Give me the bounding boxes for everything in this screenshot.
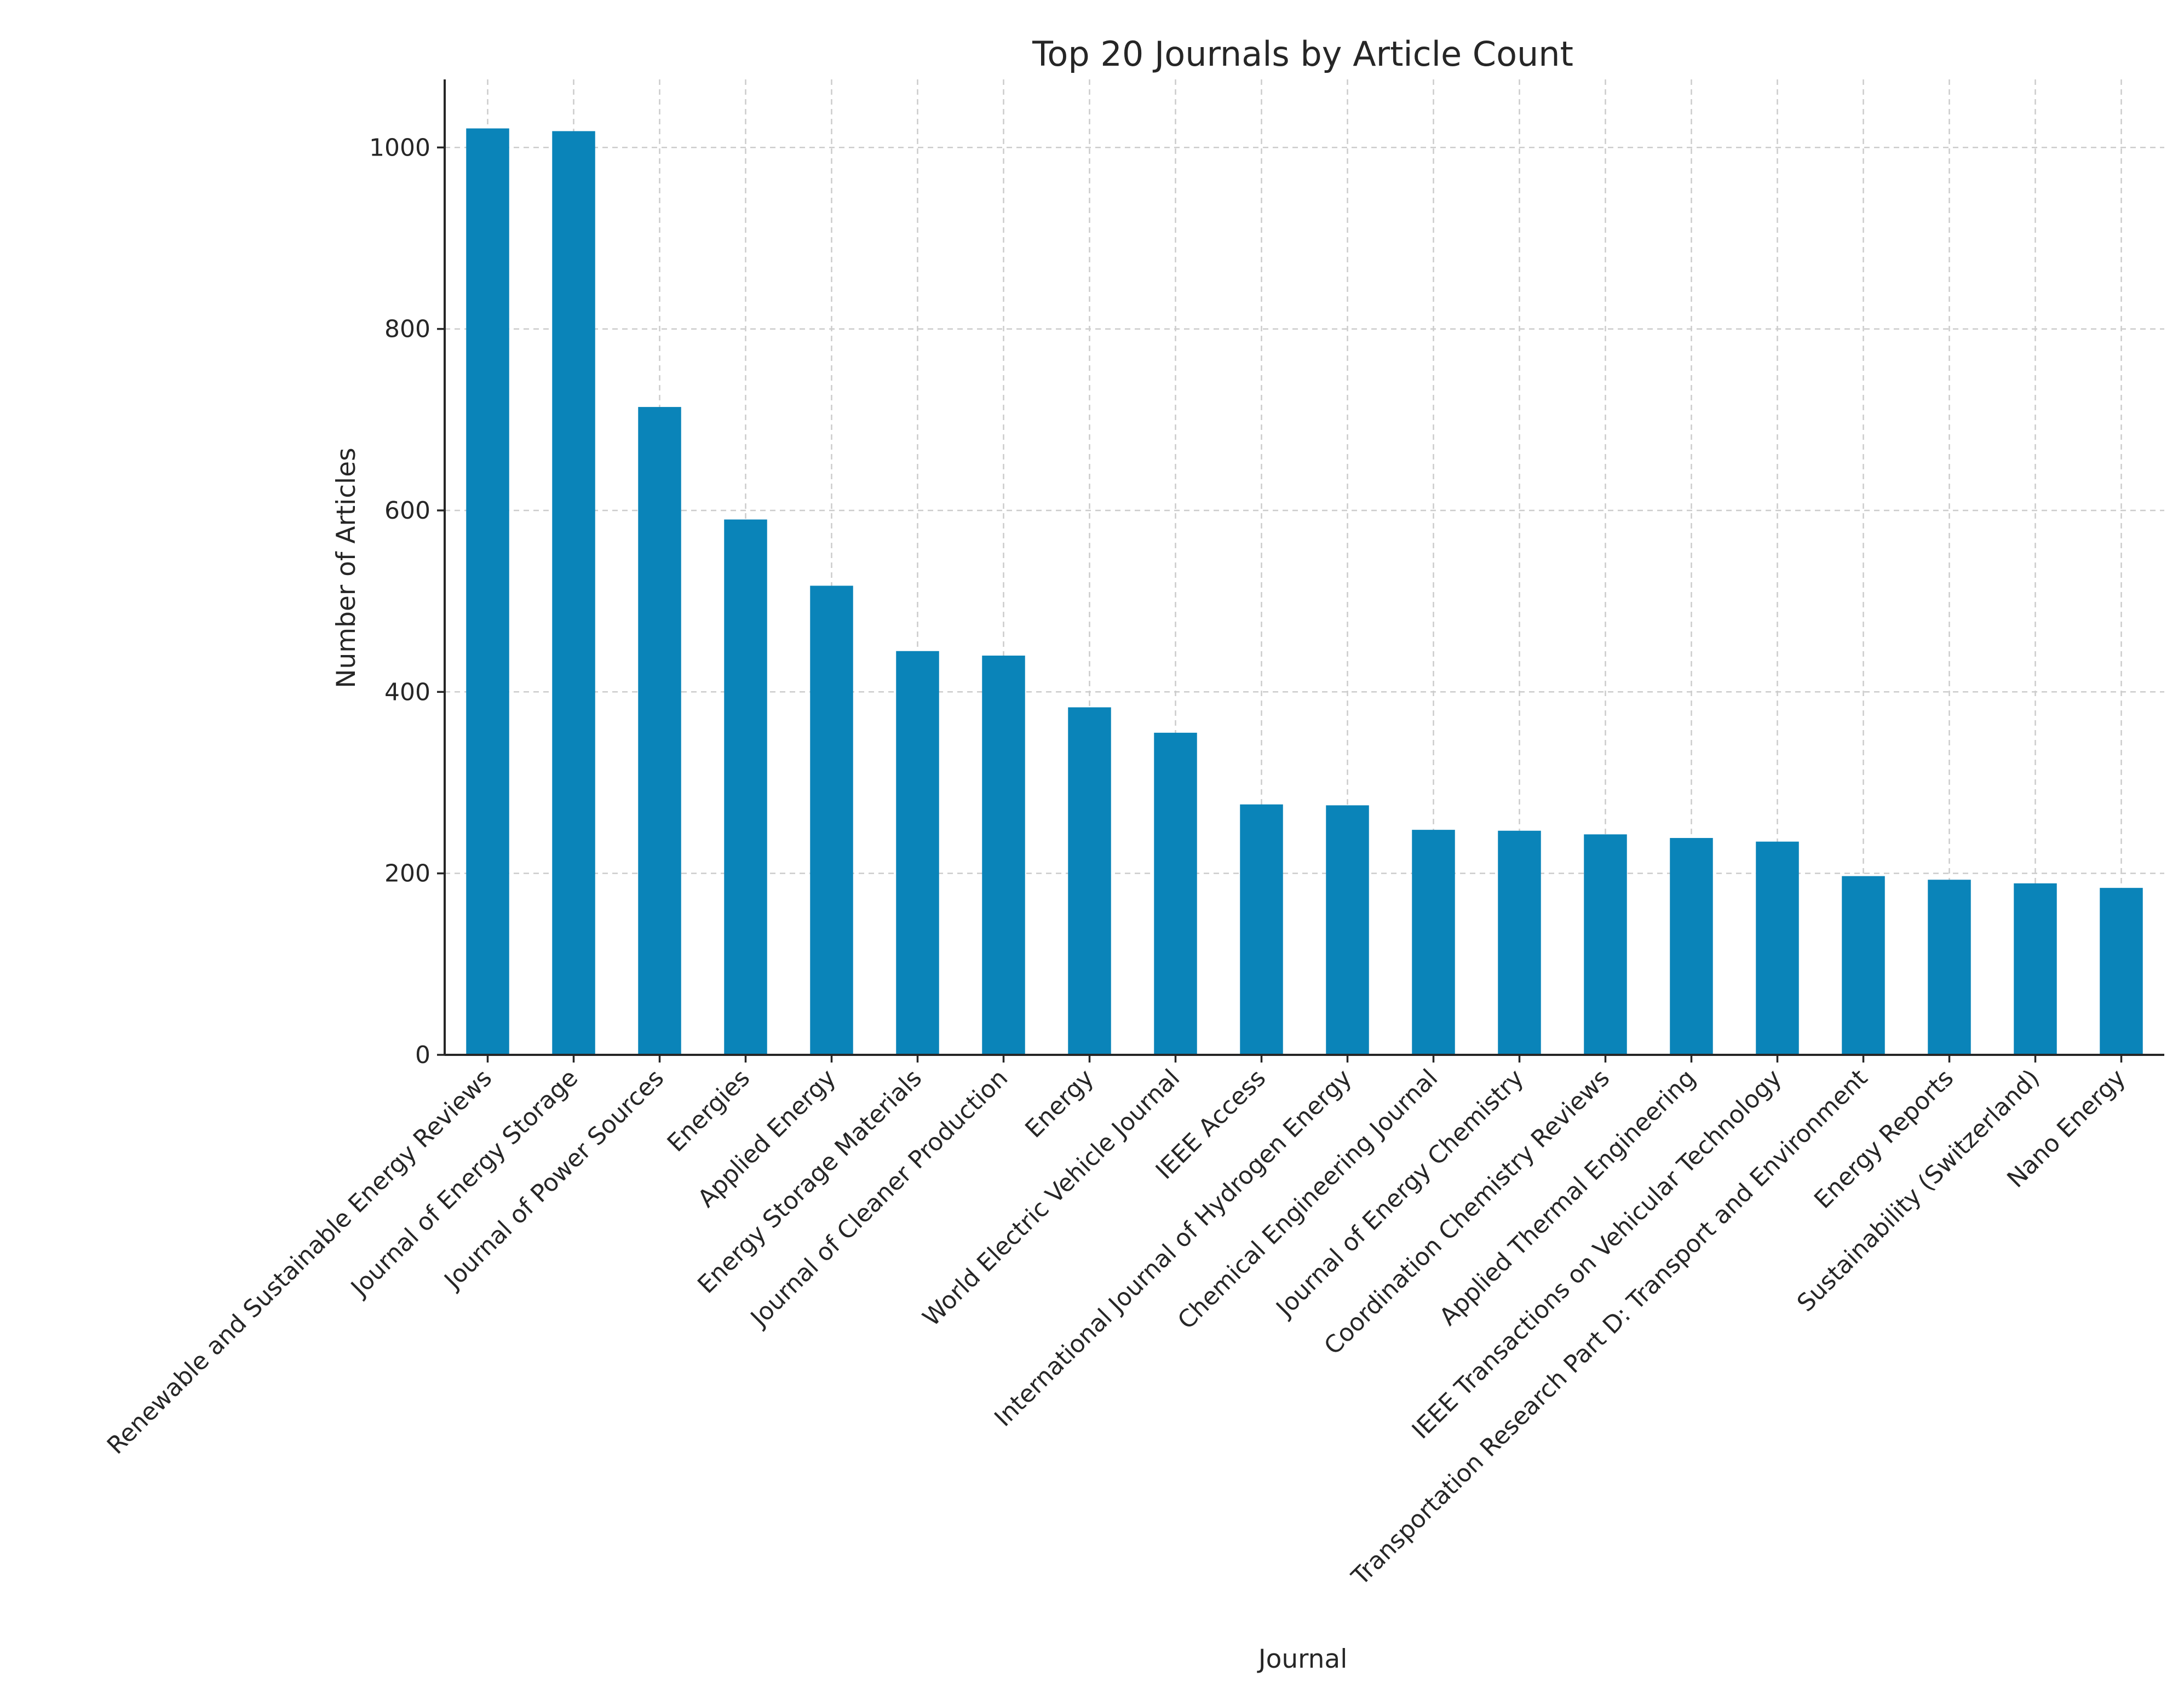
axes [444, 79, 2164, 1056]
bar [1412, 830, 1455, 1055]
bar [552, 131, 595, 1055]
bar [466, 128, 509, 1055]
y-axis-label: Number of Articles [331, 447, 361, 688]
bar [1928, 880, 1971, 1055]
bar [1498, 830, 1541, 1055]
x-ticks: Renewable and Sustainable Energy Reviews… [102, 1055, 2131, 1591]
y-tick-label: 0 [415, 1041, 430, 1069]
y-tick-label: 600 [384, 497, 430, 525]
bar [638, 407, 681, 1055]
y-tick-label: 400 [384, 678, 430, 706]
x-tick-label: Energy [1020, 1064, 1099, 1144]
bar [982, 656, 1025, 1055]
bar [1584, 834, 1627, 1055]
bars [466, 128, 2143, 1055]
bar [724, 519, 767, 1055]
bar [1842, 876, 1885, 1055]
bar [2014, 883, 2057, 1055]
x-axis-label: Journal [1257, 1644, 1348, 1674]
y-tick-label: 800 [384, 315, 430, 343]
bar [1068, 707, 1111, 1055]
y-tick-label: 1000 [369, 134, 430, 162]
bar [1240, 804, 1283, 1055]
bar [1670, 838, 1713, 1055]
grid [445, 79, 2164, 1056]
chart-title: Top 20 Journals by Article Count [1032, 34, 1573, 74]
bar [896, 651, 939, 1055]
bar [2100, 888, 2143, 1055]
bar [1326, 805, 1369, 1055]
bar [810, 585, 853, 1055]
x-tick-label: Energies [662, 1064, 756, 1158]
bar [1154, 732, 1197, 1055]
y-tick-label: 200 [384, 860, 430, 888]
bar [1756, 841, 1799, 1055]
y-ticks: 0 200 400 600 800 1000 [369, 134, 445, 1069]
x-tick-label: Renewable and Sustainable Energy Reviews [102, 1064, 497, 1460]
